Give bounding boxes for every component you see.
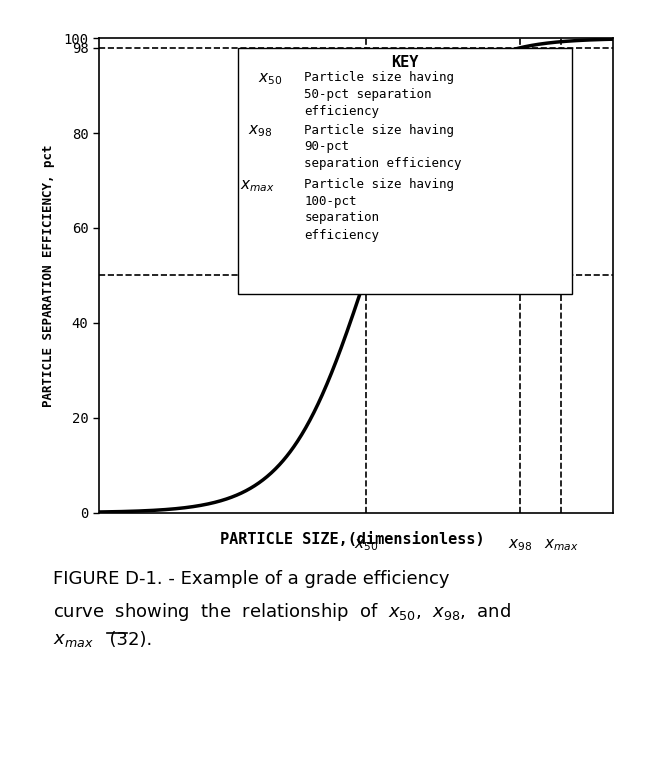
Text: $x_{max}$: $x_{max}$ — [53, 631, 94, 649]
Text: efficiency: efficiency — [304, 105, 380, 118]
Text: 90-pct: 90-pct — [304, 140, 349, 153]
Text: separation: separation — [304, 211, 380, 224]
Text: FIGURE D-1. - Example of a grade efficiency: FIGURE D-1. - Example of a grade efficie… — [53, 570, 449, 588]
Text: Particle size having: Particle size having — [304, 124, 455, 137]
Text: $x_{50}$: $x_{50}$ — [258, 71, 283, 87]
Text: curve  showing  the  relationship  of  $x_{50}$,  $x_{98}$,  and: curve showing the relationship of $x_{50… — [53, 601, 511, 623]
Text: 100-pct: 100-pct — [304, 195, 357, 208]
Text: PARTICLE SIZE,(dimensionless): PARTICLE SIZE,(dimensionless) — [220, 532, 485, 547]
Text: efficiency: efficiency — [304, 229, 380, 242]
Y-axis label: PARTICLE SEPARATION EFFICIENCY, pct: PARTICLE SEPARATION EFFICIENCY, pct — [42, 144, 55, 407]
Text: $x_{98}$: $x_{98}$ — [248, 124, 272, 139]
FancyBboxPatch shape — [238, 47, 572, 295]
Text: $x_{max}$: $x_{max}$ — [544, 538, 579, 553]
Text: (32).: (32). — [98, 631, 152, 649]
Text: $x_{max}$: $x_{max}$ — [240, 178, 275, 194]
Text: KEY: KEY — [391, 55, 418, 70]
Text: Particle size having: Particle size having — [304, 178, 455, 191]
Text: $x_{98}$: $x_{98}$ — [508, 538, 532, 553]
Text: 50-pct separation: 50-pct separation — [304, 88, 432, 101]
Text: separation efficiency: separation efficiency — [304, 157, 462, 170]
Text: Particle size having: Particle size having — [304, 71, 455, 84]
Text: $x_{50}$: $x_{50}$ — [354, 538, 378, 553]
